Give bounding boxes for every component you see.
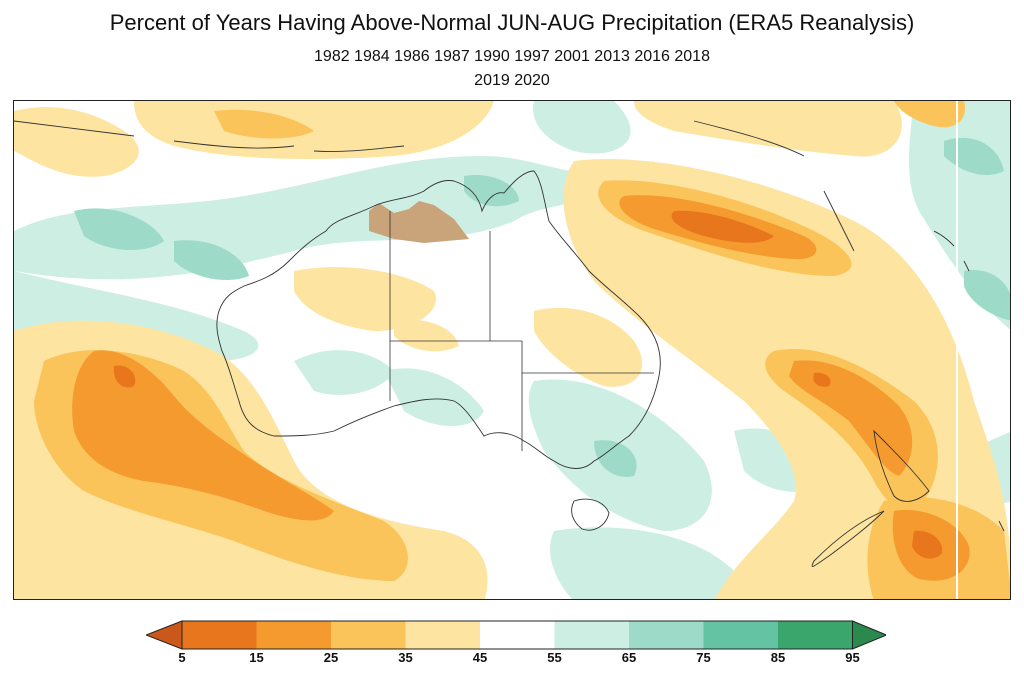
colorbar-arrow-low bbox=[146, 620, 183, 650]
precipitation-map bbox=[14, 101, 1010, 599]
colorbar-tick-label: 55 bbox=[547, 650, 562, 665]
colorbar-swatch-55-65 bbox=[554, 621, 629, 649]
state-borders bbox=[389, 211, 654, 451]
colorbar-swatch-5-15 bbox=[182, 621, 257, 649]
coastline bbox=[14, 120, 1005, 567]
colorbar-tick-label: 95 bbox=[845, 650, 860, 665]
colorbar-swatch-65-75 bbox=[629, 621, 704, 649]
colorbar bbox=[146, 620, 886, 650]
colorbar-tick-label: 25 bbox=[323, 650, 339, 665]
colorbar-swatch-15-25 bbox=[256, 621, 331, 649]
colorbar-tick-label: 5 bbox=[178, 650, 186, 665]
map-panel bbox=[13, 100, 1011, 600]
colorbar-outline bbox=[181, 620, 853, 650]
extreme-wet-region bbox=[369, 201, 469, 243]
colorbar-tick-label: 85 bbox=[770, 650, 786, 665]
colorbar-tick-label: 65 bbox=[621, 650, 637, 665]
colorbar-tick-label: 75 bbox=[696, 650, 711, 665]
colorbar-tick-label: 45 bbox=[472, 650, 488, 665]
below-normal-shading-strong bbox=[72, 195, 970, 581]
colorbar-labels: 5 15 25 35 45 55 65 75 85 95 bbox=[0, 650, 1024, 670]
colorbar-arrow-high bbox=[852, 620, 886, 650]
colorbar-tick-label: 15 bbox=[249, 650, 264, 665]
colorbar-swatch-75-85 bbox=[703, 621, 778, 649]
colorbar-swatch-35-45 bbox=[405, 621, 480, 649]
map-title: Percent of Years Having Above-Normal JUN… bbox=[109, 10, 915, 35]
colorbar-tick-label: 35 bbox=[398, 650, 413, 665]
below-normal-shading-darkest bbox=[113, 210, 943, 559]
years-list-line2: 2019 2020 bbox=[474, 72, 550, 89]
colorbar-swatch-25-35 bbox=[331, 621, 406, 649]
years-list-line1: 1982 1984 1986 1987 1990 1997 2001 2013 … bbox=[314, 48, 710, 65]
colorbar-swatch-85-95 bbox=[778, 621, 853, 649]
colorbar-swatch-45-55 bbox=[480, 621, 555, 649]
